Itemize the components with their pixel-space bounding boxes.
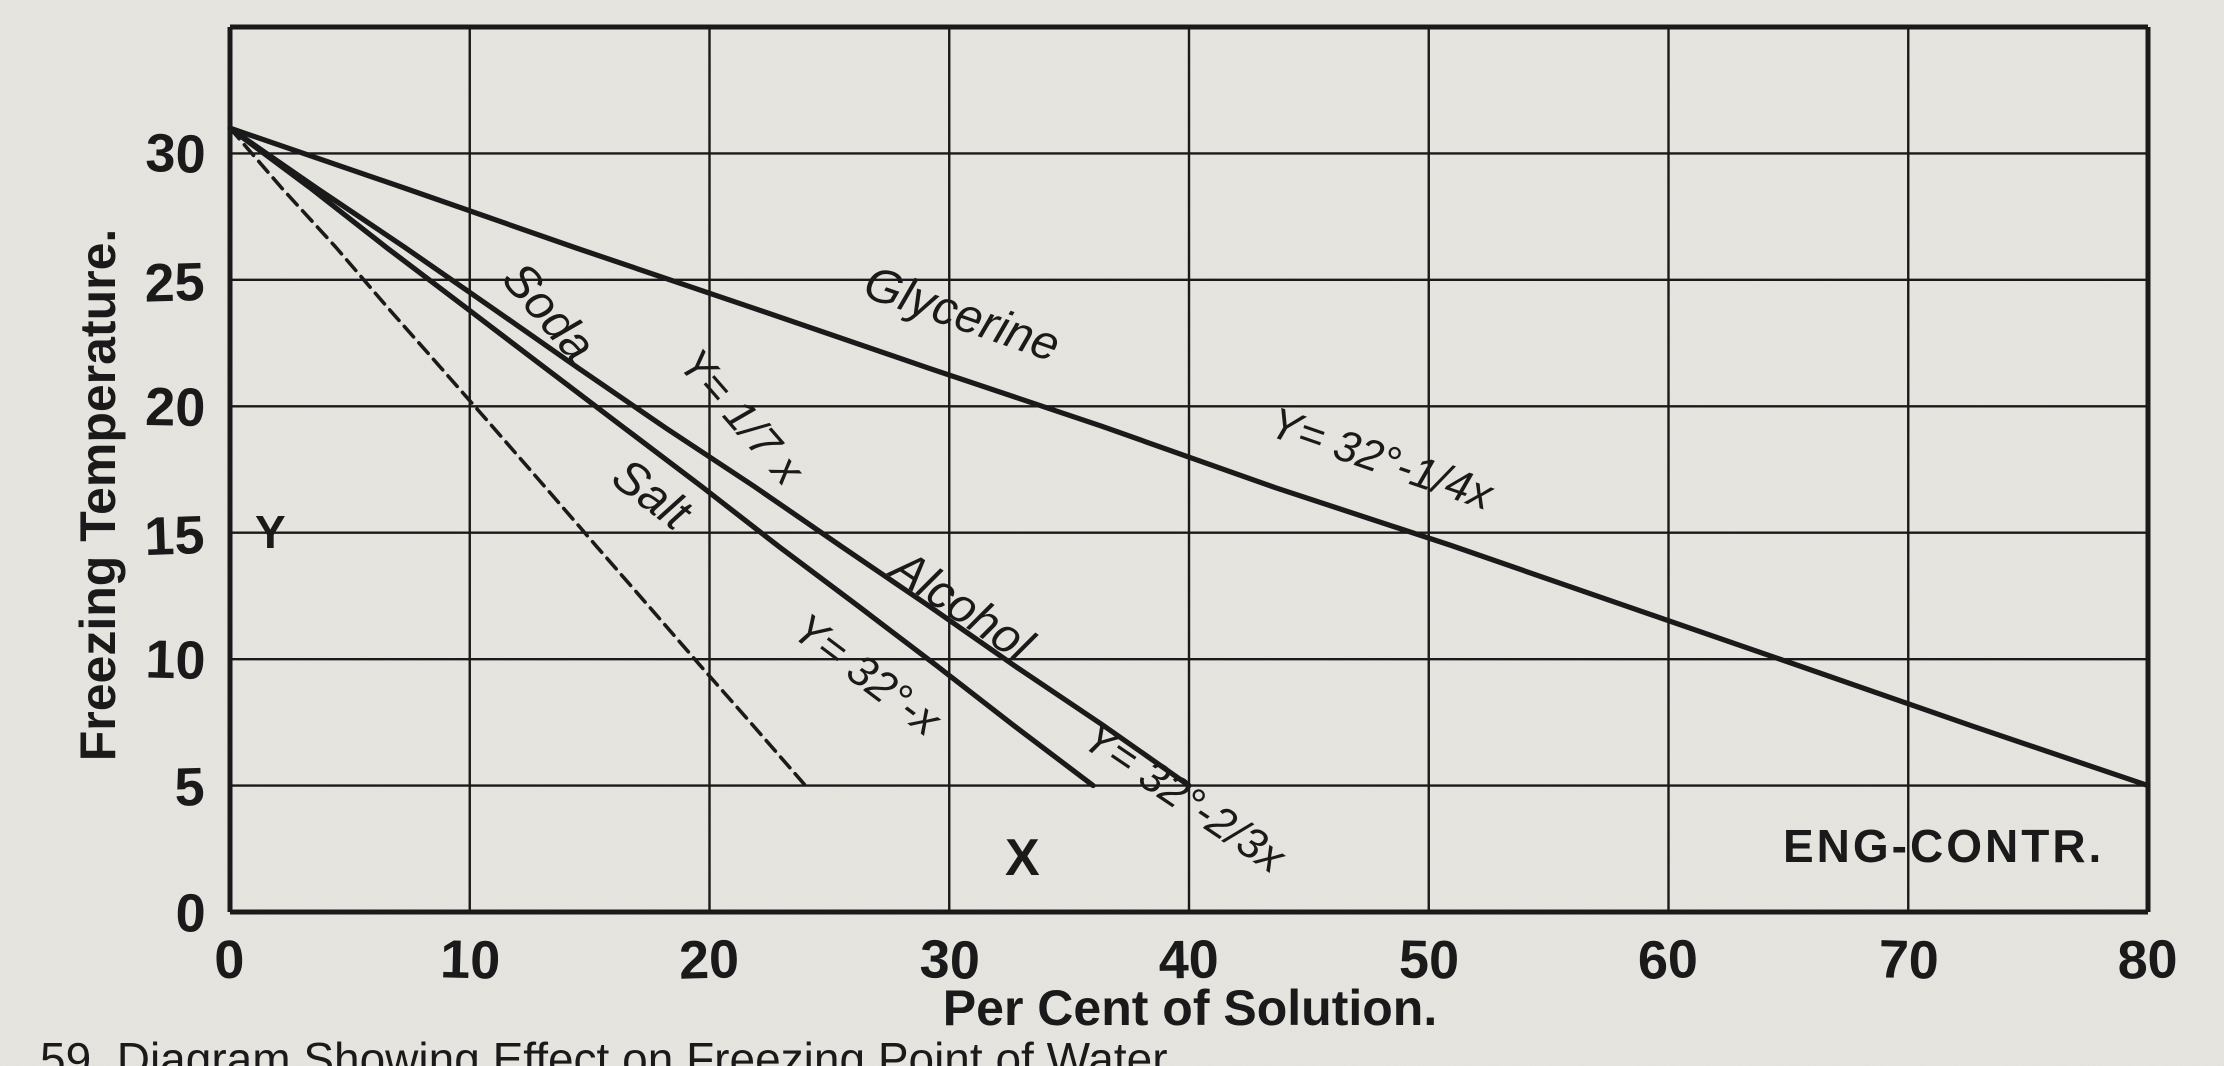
- svg-text:X: X: [1005, 829, 1040, 887]
- svg-text:59. Diagram Showing Effect on: 59. Diagram Showing Effect on Freezing P…: [40, 1033, 1178, 1066]
- svg-text:5: 5: [174, 757, 206, 818]
- svg-text:Per Cent of Solution.: Per Cent of Solution.: [943, 980, 1437, 1036]
- svg-text:70: 70: [1878, 929, 1940, 991]
- svg-text:80: 80: [2117, 929, 2179, 991]
- svg-text:20: 20: [678, 929, 740, 991]
- svg-text:60: 60: [1637, 929, 1699, 991]
- svg-text:10: 10: [145, 629, 207, 691]
- svg-text:Y: Y: [255, 506, 286, 558]
- svg-text:10: 10: [439, 929, 501, 991]
- svg-text:30: 30: [145, 123, 207, 185]
- svg-text:0: 0: [213, 930, 245, 991]
- svg-text:15: 15: [143, 505, 205, 567]
- svg-text:Freezing Temperature.: Freezing Temperature.: [70, 229, 126, 762]
- svg-text:0: 0: [175, 883, 207, 944]
- svg-text:25: 25: [144, 252, 206, 314]
- svg-text:20: 20: [145, 377, 206, 438]
- svg-text:ENG-CONTR.: ENG-CONTR.: [1783, 820, 2104, 872]
